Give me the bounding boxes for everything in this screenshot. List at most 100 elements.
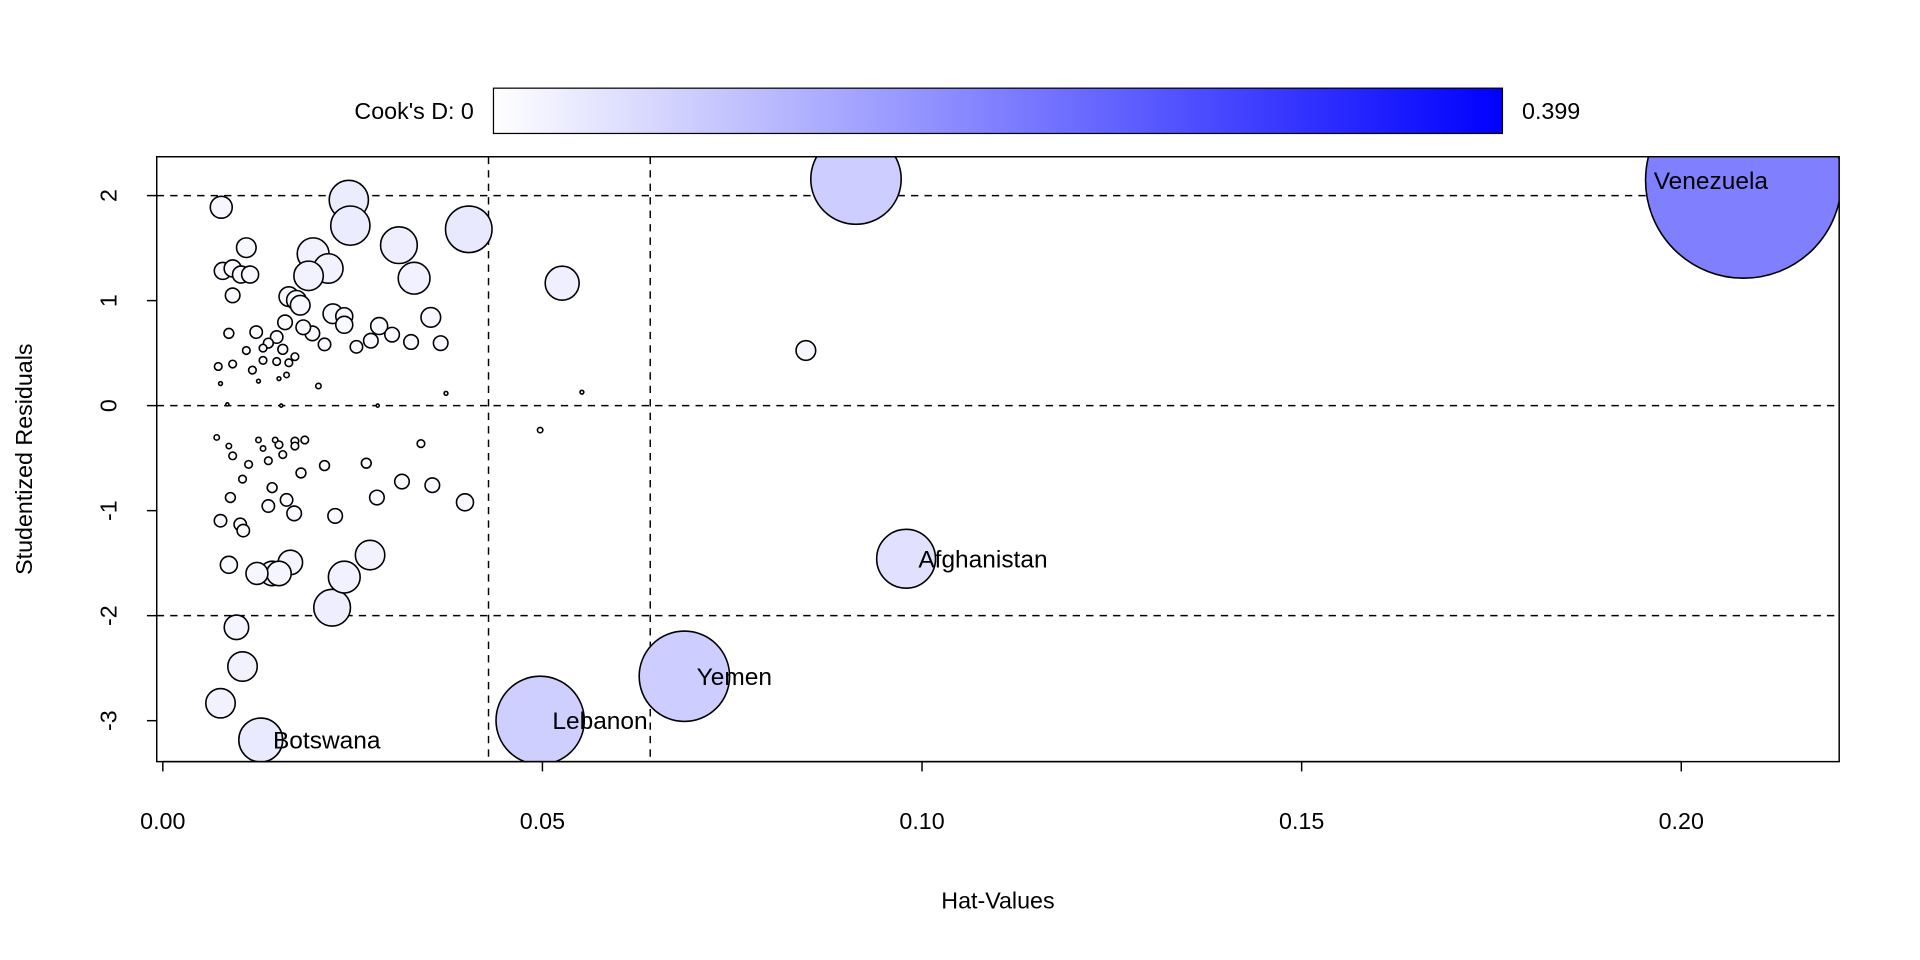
data-point: [213, 361, 223, 372]
y-tick-label: 2: [95, 189, 121, 202]
data-point: [236, 523, 251, 538]
x-tick-label: 0.10: [899, 808, 944, 834]
data-point: [875, 528, 937, 589]
data-point: [278, 403, 284, 408]
points: [205, 156, 1840, 762]
data-point: [420, 306, 442, 329]
data-point: [263, 456, 273, 466]
data-point: [317, 337, 332, 352]
point-label: Lebanon: [552, 708, 647, 735]
data-point: [443, 390, 449, 397]
data-point: [223, 327, 235, 340]
data-point: [384, 326, 401, 343]
data-point: [247, 365, 257, 375]
data-point: [261, 499, 276, 514]
data-point: [369, 316, 389, 336]
data-point: [228, 359, 238, 369]
data-point: [295, 467, 307, 479]
data-point: [444, 205, 493, 254]
data-point: [278, 449, 288, 460]
data-point: [279, 492, 294, 507]
data-point: [327, 507, 344, 524]
point-labels: Venezuela Afghanistan Yemen Lebanon Botswana: [273, 168, 1768, 755]
data-point: [295, 319, 312, 336]
data-point: [209, 195, 234, 220]
data-point: [245, 561, 269, 586]
data-point: [354, 539, 386, 571]
colorbar-min-label: Cook's D: 0: [354, 98, 474, 124]
data-point: [217, 380, 224, 387]
data-point: [397, 261, 431, 295]
data-point: [362, 332, 379, 349]
data-point: [241, 345, 251, 356]
data-point: [258, 343, 268, 353]
data-point: [424, 477, 441, 494]
x-axis: 0.00 0.05 0.10 0.15 0.20: [140, 760, 1704, 834]
data-point: [334, 315, 354, 335]
point-label: Yemen: [697, 664, 772, 691]
data-point: [432, 335, 449, 352]
data-point: [255, 378, 262, 384]
data-point: [290, 352, 300, 362]
data-point: [289, 294, 311, 316]
data-point: [228, 451, 238, 461]
data-point: [1644, 156, 1840, 279]
data-point: [213, 433, 221, 441]
data-point: [249, 325, 264, 340]
colorbar-gradient: [492, 87, 1504, 135]
data-point: [276, 314, 294, 331]
data-point: [223, 614, 250, 641]
data-point: [495, 675, 586, 762]
data-point: [290, 441, 300, 451]
data-point: [293, 260, 325, 292]
data-point: [259, 444, 267, 452]
point-label: Afghanistan: [918, 546, 1047, 573]
x-axis-title: Hat-Values: [941, 888, 1054, 914]
data-point: [225, 442, 233, 450]
data-point: [579, 389, 585, 395]
data-point: [205, 687, 237, 719]
y-tick-label: -1: [95, 500, 121, 521]
data-point: [266, 481, 278, 494]
colorbar: Cook's D: 0 0.399: [354, 87, 1580, 135]
data-point: [284, 358, 294, 368]
data-point: [536, 426, 544, 434]
data-point: [314, 382, 322, 390]
data-point: [213, 513, 228, 528]
data-point: [312, 588, 352, 627]
data-point: [544, 265, 580, 301]
data-point: [271, 436, 279, 444]
data-point: [455, 493, 475, 512]
data-point: [238, 717, 284, 762]
data-point: [265, 560, 292, 587]
data-point: [272, 356, 282, 367]
x-tick-label: 0.15: [1279, 808, 1324, 834]
data-point: [368, 489, 385, 506]
data-point: [300, 435, 310, 445]
data-point: [283, 371, 291, 379]
data-point: [393, 473, 411, 490]
data-point: [795, 339, 817, 362]
data-point: [224, 287, 241, 304]
data-point: [237, 474, 248, 484]
x-tick-label: 0.05: [520, 808, 565, 834]
x-tick-label: 0.00: [140, 808, 185, 834]
colorbar-max-label: 0.399: [1522, 98, 1580, 124]
y-tick-label: -2: [95, 605, 121, 626]
data-point: [349, 339, 364, 354]
data-point: [227, 650, 259, 682]
data-point: [244, 459, 254, 470]
data-point: [638, 630, 731, 723]
data-point: [286, 505, 303, 522]
data-point: [224, 402, 230, 407]
data-point: [254, 436, 262, 444]
data-point: [375, 403, 381, 408]
y-axis: 2 1 0 -1 -2 -3: [95, 189, 157, 731]
data-point: [318, 459, 331, 472]
data-point: [416, 439, 426, 449]
point-label: Botswana: [273, 728, 381, 755]
data-point: [403, 333, 420, 351]
x-tick-label: 0.20: [1659, 808, 1704, 834]
data-point: [327, 560, 361, 594]
